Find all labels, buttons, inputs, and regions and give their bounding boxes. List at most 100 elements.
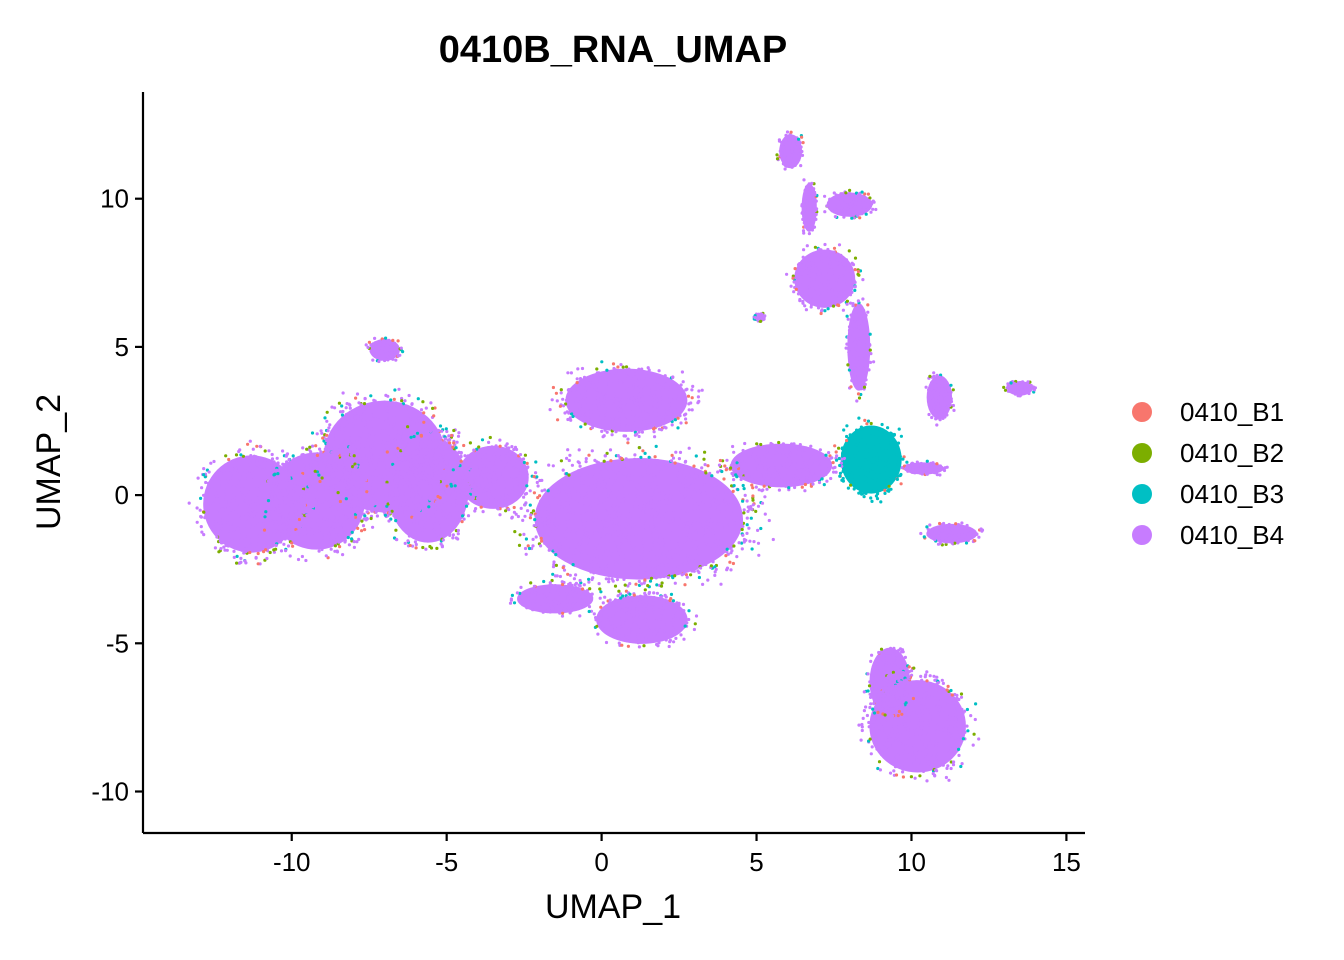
data-point <box>282 493 286 497</box>
data-point <box>384 509 388 513</box>
data-point <box>620 456 624 461</box>
data-point <box>684 421 688 425</box>
data-point <box>568 532 572 536</box>
data-point <box>263 449 267 453</box>
data-point <box>490 448 494 453</box>
data-point <box>255 530 259 535</box>
data-point <box>427 465 431 469</box>
data-point <box>423 455 428 459</box>
data-point <box>259 497 263 501</box>
data-point <box>595 555 599 559</box>
data-point <box>330 539 334 543</box>
data-point <box>284 454 288 458</box>
data-point <box>382 485 386 489</box>
data-point <box>388 435 392 439</box>
data-point <box>610 517 614 521</box>
data-point <box>337 401 341 405</box>
data-point <box>350 456 354 460</box>
data-point <box>228 511 232 515</box>
data-point <box>604 542 609 546</box>
data-point <box>736 528 740 533</box>
data-point <box>317 549 321 553</box>
data-point <box>423 525 427 529</box>
data-point <box>271 500 275 504</box>
data-point <box>364 478 368 482</box>
data-point <box>601 557 606 561</box>
data-point <box>341 478 345 482</box>
data-point <box>676 426 680 430</box>
data-point <box>609 394 613 399</box>
data-point <box>306 501 310 505</box>
data-point <box>600 531 605 536</box>
data-point <box>507 474 511 478</box>
data-point <box>298 482 302 486</box>
data-point <box>455 468 459 473</box>
data-point <box>348 445 352 449</box>
data-point <box>312 515 316 519</box>
data-point <box>489 478 493 482</box>
data-point <box>651 419 655 423</box>
data-point <box>343 538 347 543</box>
data-point <box>670 423 674 427</box>
data-point <box>458 496 462 500</box>
data-point <box>641 527 645 531</box>
data-point <box>363 426 367 430</box>
data-point <box>236 537 240 541</box>
data-point <box>679 389 683 393</box>
data-point <box>246 442 250 446</box>
data-point <box>367 491 372 495</box>
data-point <box>558 548 562 552</box>
data-point <box>445 429 449 434</box>
data-point <box>617 560 622 564</box>
data-point <box>629 466 634 470</box>
data-point <box>593 396 597 400</box>
data-point <box>214 524 218 528</box>
data-point <box>626 398 630 402</box>
data-point <box>637 468 641 472</box>
data-point <box>573 490 577 494</box>
data-point <box>372 454 377 458</box>
data-point <box>625 424 629 428</box>
data-point <box>666 474 670 478</box>
data-point <box>590 501 594 505</box>
data-point <box>337 540 341 544</box>
data-point <box>451 502 455 506</box>
data-point <box>732 544 736 548</box>
data-point <box>595 371 599 375</box>
data-point <box>319 512 323 516</box>
data-point <box>618 530 622 534</box>
data-point <box>711 541 715 546</box>
data-point <box>381 495 385 499</box>
data-point <box>441 503 445 507</box>
data-point <box>682 395 687 399</box>
data-point <box>331 482 335 486</box>
data-point <box>266 499 271 503</box>
data-point <box>593 493 597 497</box>
data-point <box>382 465 386 469</box>
data-point <box>577 535 581 539</box>
data-point <box>386 424 390 428</box>
data-point <box>448 491 452 495</box>
data-point <box>259 503 263 507</box>
data-point <box>361 423 365 427</box>
data-point <box>704 527 708 532</box>
data-point <box>613 476 617 480</box>
data-point <box>560 506 564 511</box>
data-point <box>327 507 331 511</box>
data-point <box>410 473 414 477</box>
data-point <box>220 507 225 511</box>
data-point <box>410 439 414 443</box>
data-point <box>220 495 224 499</box>
data-point <box>285 460 289 464</box>
data-point <box>435 503 439 507</box>
data-point <box>344 497 348 501</box>
data-point <box>242 491 246 495</box>
data-point <box>466 514 471 518</box>
data-point <box>206 481 210 485</box>
data-point <box>543 518 547 522</box>
data-point <box>300 453 304 457</box>
data-point <box>323 416 327 420</box>
data-point <box>388 444 393 449</box>
data-point <box>600 429 604 433</box>
data-point <box>579 511 583 515</box>
